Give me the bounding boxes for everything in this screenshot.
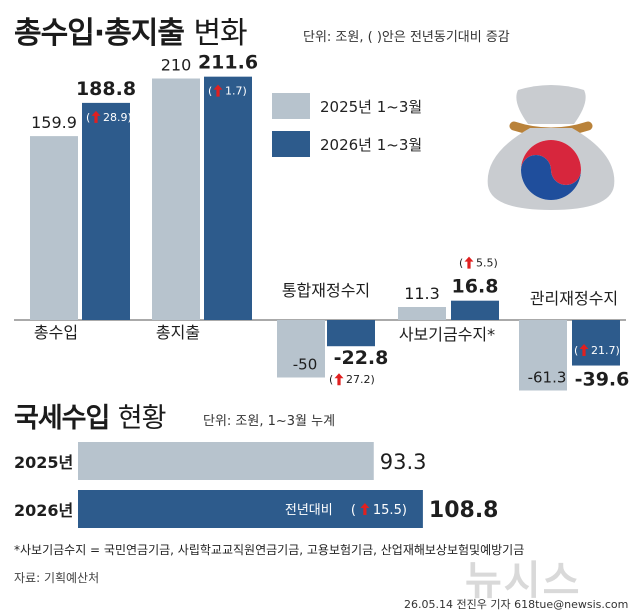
change-paren-open-2: (: [329, 373, 333, 386]
change-arrow-1: [213, 84, 223, 97]
value-label-2026-2: -22.8: [334, 347, 389, 369]
unit-note: 단위: 조원, ( )안은 전년동기대비 증감: [303, 30, 510, 45]
value-label-2026-4: -39.6: [575, 369, 630, 391]
legend-item-2025: 2025년 1~3월: [272, 93, 422, 119]
change-paren-open-0: (: [86, 111, 90, 124]
change-arrow-0: [91, 110, 101, 123]
legend-label-2026: 2026년 1~3월: [320, 135, 423, 154]
change-label-4: 21.7): [591, 344, 620, 357]
category-label-0: 총수입: [34, 323, 78, 342]
bar-2025-2: [277, 320, 325, 378]
tax-unit-note: 단위: 조원, 1~3월 누계: [203, 414, 336, 429]
category-label-4: 관리재정수지: [530, 289, 618, 308]
legend: 2025년 1~3월 2026년 1~3월: [272, 93, 422, 157]
change-paren-open-3: (: [459, 257, 463, 270]
change-label-2: 27.2): [346, 373, 375, 386]
bar-2026-3: [451, 300, 499, 320]
legend-swatch-2026: [272, 131, 310, 157]
change-arrow-4: [579, 344, 589, 356]
bar-2025-1: [152, 78, 200, 320]
bar-2026-1: [204, 76, 252, 320]
footnote: *사보기금수지 = 국민연금기금, 사립학교교직원연금기금, 고용보험기금, 산…: [14, 543, 525, 557]
change-label-1: 1.7): [225, 85, 247, 98]
bar-2025-0: [30, 136, 78, 320]
tax-bar-0: [78, 442, 374, 480]
tax-value-label-1: 108.8: [429, 498, 499, 523]
chart-title-sub: 변화: [193, 16, 247, 51]
value-label-2025-2: -50: [293, 356, 318, 374]
value-label-2026-0: 188.8: [76, 78, 136, 100]
change-arrow-3: [464, 256, 474, 269]
value-label-2025-1: 210: [161, 56, 192, 75]
chart-title: 총수입·총지출 변화: [14, 8, 248, 52]
tax-title-sub: 현황: [117, 403, 167, 434]
bar-2026-0: [82, 102, 130, 320]
value-label-2026-3: 16.8: [452, 276, 499, 298]
category-label-2: 통합재정수지: [282, 281, 370, 300]
money-bag-icon: [487, 85, 615, 210]
value-label-2025-0: 159.9: [31, 113, 77, 132]
legend-swatch-2025: [272, 93, 310, 119]
change-arrow-tax: [360, 503, 370, 515]
bar-2025-3: [398, 307, 446, 320]
change-arrow-2: [334, 373, 344, 386]
change-paren-open-tax: (: [351, 503, 356, 518]
source: 자료: 기획예산처: [14, 571, 100, 585]
change-paren-open-1: (: [208, 85, 212, 98]
bar-2025-4: [519, 320, 567, 391]
bar-2026-2: [327, 320, 375, 347]
year-label-0: 2025년: [14, 453, 73, 472]
legend-label-2025: 2025년 1~3월: [320, 97, 423, 116]
legend-item-2026: 2026년 1~3월: [272, 131, 422, 157]
value-label-2025-3: 11.3: [404, 284, 440, 303]
change-paren-open-4: (: [574, 344, 578, 357]
category-label-3: 사보기금수지*: [399, 325, 495, 344]
watermark-logo: 뉴시스: [465, 558, 582, 604]
credit: 26.05.14 전진우 기자 618tue@newsis.com: [404, 598, 629, 611]
year-label-1: 2026년: [14, 501, 73, 520]
value-label-2026-1: 211.6: [198, 52, 258, 74]
revenue-expenditure-chart: 159.9 총수입 188.8 (28.9) 210 총지출 211.6 (1.7) -50 통합…: [14, 52, 630, 391]
tax-inner-label: 전년대비: [285, 503, 333, 518]
tax-value-label-0: 93.3: [380, 450, 427, 474]
tax-title: 국세수입 현황: [14, 396, 167, 435]
change-label-3: 5.5): [476, 257, 498, 270]
chart-title-main: 총수입·총지출: [14, 16, 185, 51]
tax-title-main: 국세수입: [14, 403, 110, 434]
change-label-tax: 15.5): [373, 503, 407, 518]
change-label-0: 28.9): [103, 111, 132, 124]
value-label-2025-4: -61.3: [528, 368, 567, 386]
bar-2026-4: [572, 320, 620, 366]
tax-revenue-chart: 2025년 93.3 2026년 108.8 15.5) ( 전년대비: [14, 442, 499, 528]
tax-bar-1: [78, 490, 423, 528]
category-label-1: 총지출: [156, 323, 200, 342]
